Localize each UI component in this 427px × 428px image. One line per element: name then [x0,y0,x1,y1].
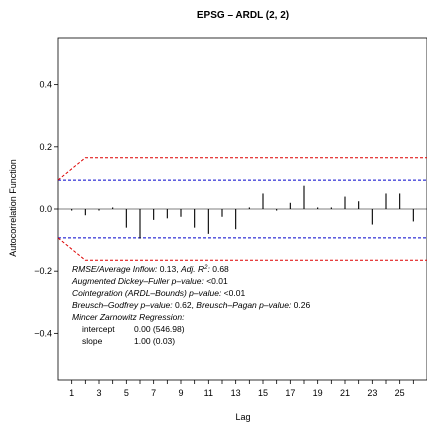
y-axis: −0.4 −0.2 0.0 0.2 0.4 [34,80,58,338]
annotation-part: Augmented Dickey–Fuller p–value: [71,276,204,286]
confidence-bands [57,157,427,261]
x-tick-label: 21 [340,388,350,398]
annotation-part: Mincer Zarnowitz Regression: [72,312,185,322]
chart-title: EPSG – ARDL (2, 2) [197,10,289,21]
x-tick-label: 9 [178,388,183,398]
x-tick-label: 13 [231,388,241,398]
annotation-line: Augmented Dickey–Fuller p–value: <0.01 [71,276,228,286]
x-axis: 1 3 5 7 9 11 13 15 17 19 21 23 25 [69,380,414,398]
x-tick-label: 5 [124,388,129,398]
regression-value: 1.00 (0.03) [134,336,175,346]
x-tick-label: 17 [285,388,295,398]
regression-label: slope [82,336,103,346]
x-tick-label: 19 [313,388,323,398]
x-tick-label: 11 [204,388,213,398]
y-tick-label: 0.2 [39,142,52,152]
annotation-part: <0.01 [221,288,245,298]
annotation-part: : [208,264,211,274]
y-tick-label: −0.2 [34,266,52,276]
annotation-line: Mincer Zarnowitz Regression: [72,312,185,322]
regression-value: 0.00 (546.98) [134,324,185,334]
annotation-part: Breusch–Godfrey p–value: [72,300,173,310]
annotation-part: 0.13, [157,264,181,274]
annotation-line: Cointegration (ARDL–Bounds) p–value: <0.… [72,288,245,298]
x-tick-label: 7 [151,388,156,398]
acf-bars [71,185,414,239]
x-tick-label: 25 [395,388,405,398]
y-tick-label: −0.4 [34,328,52,338]
x-tick-label: 1 [69,388,74,398]
annotation-part: Adj. R [180,264,204,274]
annotation-part: RMSE/Average Inflow: [72,264,158,274]
annotation-part: 0.26 [291,300,310,310]
annotation-line: RMSE/Average Inflow: 0.13, Adj. R2: 0.68 [72,264,229,274]
ci-red-line [57,157,427,181]
annotation-line: Breusch–Godfrey p–value: 0.62, Breusch–P… [72,300,310,310]
annotation-part: Cointegration (ARDL–Bounds) p–value: [72,288,222,298]
regression-label: intercept [82,324,115,334]
x-tick-label: 15 [258,388,268,398]
y-axis-label: Autocorrelation Function [8,159,18,257]
x-axis-label: Lag [235,412,250,422]
annotation-part: Breusch–Pagan p–value: [196,300,292,310]
annotation-part: 2 [203,265,208,271]
x-tick-label: 23 [367,388,377,398]
ci-red-line [57,237,427,261]
annotations: RMSE/Average Inflow: 0.13, Adj. R2: 0.68… [71,264,310,346]
y-tick-label: 0.4 [39,80,52,90]
y-tick-label: 0.0 [39,204,52,214]
annotation-part: <0.01 [204,276,228,286]
annotation-part: 0.68 [210,264,229,274]
x-tick-label: 3 [96,388,101,398]
annotation-part: 0.62, [173,300,197,310]
